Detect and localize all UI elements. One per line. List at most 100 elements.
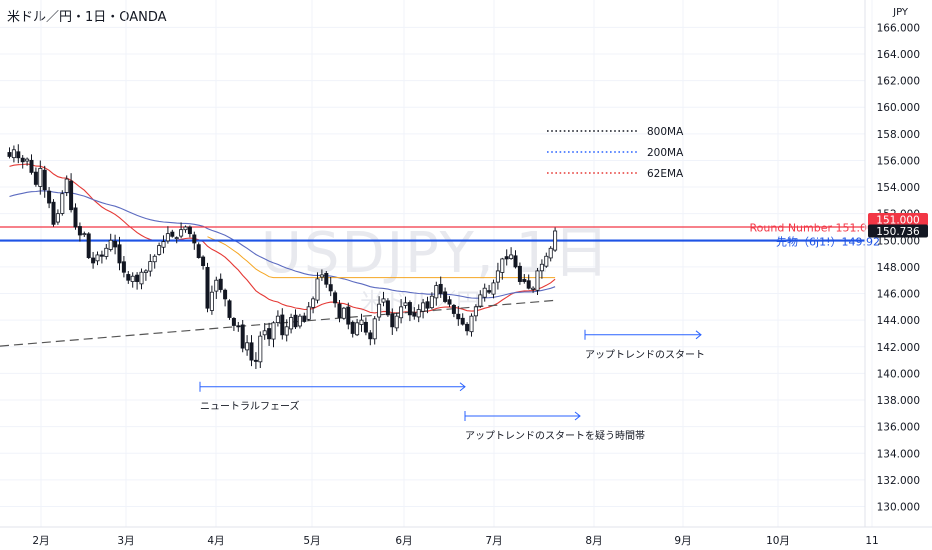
y-tick-label: 156.000 — [877, 155, 920, 167]
candle-body — [429, 295, 434, 309]
candle-body — [306, 306, 311, 320]
candles — [7, 144, 558, 369]
candle-body — [293, 314, 298, 328]
candle-body — [526, 280, 531, 289]
candle-body — [165, 233, 170, 242]
y-tick-label: 138.000 — [877, 395, 920, 407]
candle-body — [443, 291, 448, 302]
candle-body — [104, 247, 109, 257]
candle-body — [135, 274, 140, 282]
candle-body — [148, 261, 153, 272]
candle-body — [337, 303, 342, 318]
candle-body — [403, 302, 408, 306]
price-axis[interactable]: 130.000 132.000 134.000 136.000 138.000 140.0… — [864, 0, 920, 527]
candle-body — [531, 287, 536, 290]
candle-body — [20, 157, 25, 163]
candle-body — [38, 168, 43, 187]
candle-body — [297, 315, 302, 327]
x-tick-label: 11 — [865, 535, 878, 547]
candle-body — [157, 245, 162, 255]
y-tick-label: 132.000 — [877, 475, 920, 487]
candle-body — [482, 287, 487, 298]
candle-body — [302, 315, 307, 322]
candle-body — [517, 265, 522, 282]
y-tick-label: 130.000 — [877, 502, 920, 514]
y-tick-label: 164.000 — [877, 49, 920, 61]
candle-body — [205, 267, 210, 309]
candle-body — [407, 302, 412, 316]
y-tick-label: 158.000 — [877, 129, 920, 141]
candle-body — [319, 274, 324, 278]
candle-body — [117, 244, 122, 264]
annotation-label: ニュートラルフェーズ — [200, 400, 300, 413]
candle-body — [223, 289, 228, 300]
candle-body — [73, 207, 78, 228]
candle-body — [77, 226, 82, 236]
candle-body — [456, 313, 461, 320]
candle-body — [438, 283, 443, 294]
candle-body — [421, 302, 426, 312]
y-tick-label: 146.000 — [877, 289, 920, 301]
candle-body — [231, 318, 236, 326]
y-tick-label: 160.000 — [877, 102, 920, 114]
y-tick-label: 150.000 — [877, 235, 920, 247]
candle-body — [143, 270, 148, 273]
legend-label: 62EMA — [647, 168, 684, 180]
candle-body — [478, 294, 483, 307]
candle-body — [535, 270, 540, 291]
candle-body — [451, 304, 456, 314]
candle-body — [196, 244, 201, 259]
candle-body — [447, 299, 452, 305]
candle-body — [152, 255, 157, 263]
annotation-label: アップトレンドのスタート — [585, 349, 705, 361]
candle-body — [469, 315, 474, 333]
legend-label: 800MA — [647, 126, 684, 138]
candle-body — [539, 263, 544, 272]
candle-body — [495, 270, 500, 283]
x-tick-label: 6月 — [395, 535, 412, 547]
x-tick-label: 7月 — [485, 535, 502, 547]
trend-line — [0, 299, 558, 347]
y-tick-label: 136.000 — [877, 422, 920, 434]
candle-body — [108, 239, 113, 250]
candle-body — [416, 309, 421, 318]
candle-body — [51, 201, 56, 225]
candle-body — [99, 254, 104, 257]
candle-body — [183, 226, 188, 231]
candle-body — [227, 300, 232, 318]
y-tick-label: 154.000 — [877, 182, 920, 194]
candle-body — [249, 342, 254, 361]
round-number-badge-text: 151.000 — [876, 214, 919, 226]
candle-body — [368, 332, 373, 340]
x-tick-label: 3月 — [117, 535, 134, 547]
candle-body — [187, 226, 192, 235]
candle-body — [218, 278, 223, 290]
round-number-label: Round Number 151.00 — [750, 221, 874, 234]
candle-body — [434, 285, 439, 299]
candle-body — [174, 237, 179, 240]
candle-body — [473, 306, 478, 317]
candle-body — [548, 247, 553, 259]
time-axis[interactable]: 2月 3月 4月 5月 6月 7月 8月 9月 10月 11 — [0, 526, 932, 547]
x-tick-label: 4月 — [207, 535, 224, 547]
candle-body — [192, 234, 197, 244]
candle-body — [315, 278, 320, 301]
candle-body — [170, 231, 175, 237]
candle-body — [29, 159, 34, 173]
y-tick-label: 166.000 — [877, 22, 920, 34]
candle-body — [491, 282, 496, 295]
round-number-badge — [868, 212, 928, 226]
x-tick-label: 8月 — [585, 535, 602, 547]
candle-body — [504, 256, 509, 260]
candle-body — [341, 307, 346, 319]
candle-body — [25, 158, 30, 162]
candle-body — [95, 254, 100, 262]
candle-body — [372, 318, 377, 340]
chart-title: 米ドル／円・1日・OANDA — [7, 10, 167, 25]
candle-body — [522, 279, 527, 282]
candle-body — [11, 149, 16, 159]
candle-body — [214, 279, 219, 292]
x-tick-label: 10月 — [766, 535, 790, 547]
